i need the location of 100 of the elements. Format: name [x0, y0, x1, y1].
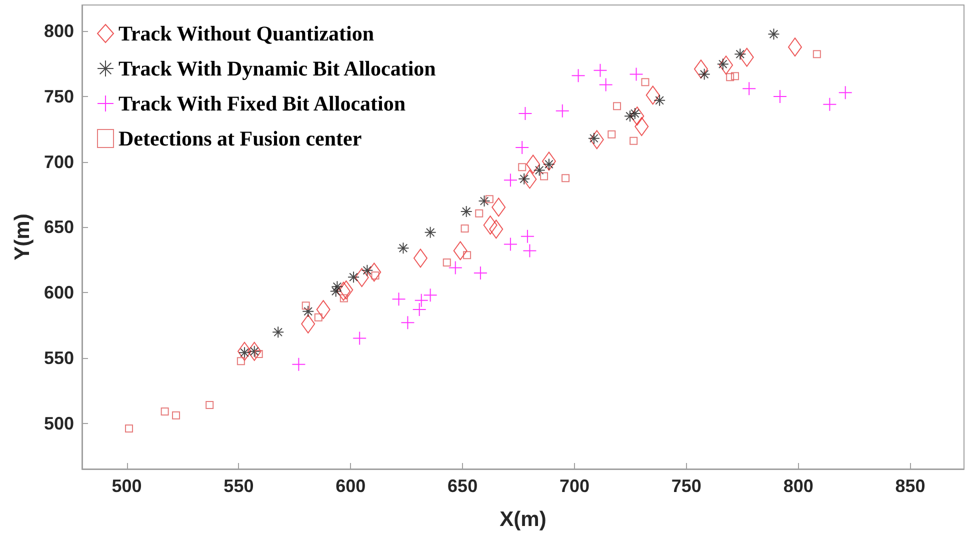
point	[412, 302, 426, 317]
point	[473, 266, 488, 280]
point	[460, 224, 469, 233]
legend-label: Track With Dynamic Bit Allocation	[118, 56, 436, 80]
point	[172, 411, 180, 420]
point	[483, 216, 498, 235]
point	[694, 60, 708, 79]
point	[354, 268, 369, 288]
point	[302, 302, 310, 310]
point	[492, 198, 506, 217]
point	[542, 152, 556, 171]
point	[463, 251, 472, 260]
point	[526, 154, 540, 174]
point	[336, 282, 350, 301]
point	[238, 342, 252, 361]
point	[726, 73, 734, 82]
point	[272, 326, 284, 338]
point	[330, 285, 342, 298]
point	[316, 300, 330, 320]
point	[613, 102, 622, 110]
point	[423, 288, 438, 302]
x-tick-label: 700	[559, 476, 590, 496]
point	[540, 172, 548, 180]
y-tick-label: 800	[44, 21, 74, 42]
point	[641, 78, 650, 86]
y-tick-label: 750	[44, 86, 74, 106]
point	[361, 264, 374, 276]
point	[646, 86, 660, 105]
x-tick-label: 500	[112, 476, 142, 496]
point	[822, 97, 837, 112]
point	[593, 63, 608, 78]
point	[630, 106, 644, 126]
y-tick-label: 700	[44, 152, 74, 172]
legend-label: Track Without Quantization	[118, 22, 374, 46]
point	[424, 226, 436, 238]
point	[460, 206, 472, 218]
y-axis-title: Y(m)	[11, 214, 34, 260]
y-tick-label: 600	[44, 282, 74, 303]
point	[292, 357, 306, 372]
point	[254, 350, 263, 358]
point	[742, 82, 756, 96]
point	[475, 209, 484, 218]
point	[555, 104, 570, 118]
point	[392, 292, 406, 306]
legend-label: Detections at Fusion center	[118, 126, 362, 150]
point	[522, 170, 537, 189]
point	[448, 260, 462, 275]
point	[367, 262, 382, 282]
point	[598, 78, 613, 92]
point	[125, 424, 134, 432]
point	[630, 136, 638, 145]
point	[624, 110, 636, 122]
point	[730, 72, 739, 80]
point	[206, 400, 214, 409]
point	[518, 106, 532, 120]
point	[352, 331, 367, 346]
x-tick-label: 850	[895, 476, 926, 496]
point	[485, 195, 494, 204]
point	[740, 48, 754, 67]
y-tick-label: 500	[44, 413, 74, 434]
point	[400, 316, 415, 330]
x-tick-label: 650	[448, 476, 478, 496]
x-tick-label: 800	[783, 476, 814, 496]
point	[768, 28, 780, 40]
x-axis-title: X(m)	[500, 508, 546, 531]
point	[520, 229, 534, 244]
point	[314, 313, 322, 322]
point	[442, 258, 451, 266]
point	[503, 237, 518, 252]
point	[590, 130, 604, 150]
x-tick-label: 600	[336, 476, 366, 496]
point	[247, 342, 262, 361]
point	[340, 294, 348, 302]
point	[772, 89, 787, 104]
point	[608, 130, 616, 138]
point	[503, 173, 518, 188]
x-tick-label: 750	[671, 476, 702, 496]
point	[301, 314, 316, 334]
point	[629, 67, 644, 82]
point	[571, 68, 586, 83]
point	[562, 174, 570, 182]
point	[838, 86, 852, 100]
y-tick-label: 550	[44, 348, 74, 368]
point	[414, 293, 428, 308]
point	[634, 117, 649, 136]
point	[489, 220, 504, 239]
point	[302, 305, 314, 318]
point	[413, 248, 428, 268]
point	[654, 94, 666, 106]
point	[734, 48, 746, 60]
point	[515, 140, 530, 154]
point	[160, 407, 169, 416]
point	[478, 195, 490, 208]
legend-label: Track With Fixed Bit Allocation	[118, 92, 406, 116]
point	[719, 56, 734, 75]
point	[812, 50, 821, 58]
point	[788, 38, 802, 57]
y-tick-label: 650	[44, 217, 74, 238]
point	[518, 163, 526, 172]
point	[397, 242, 410, 254]
